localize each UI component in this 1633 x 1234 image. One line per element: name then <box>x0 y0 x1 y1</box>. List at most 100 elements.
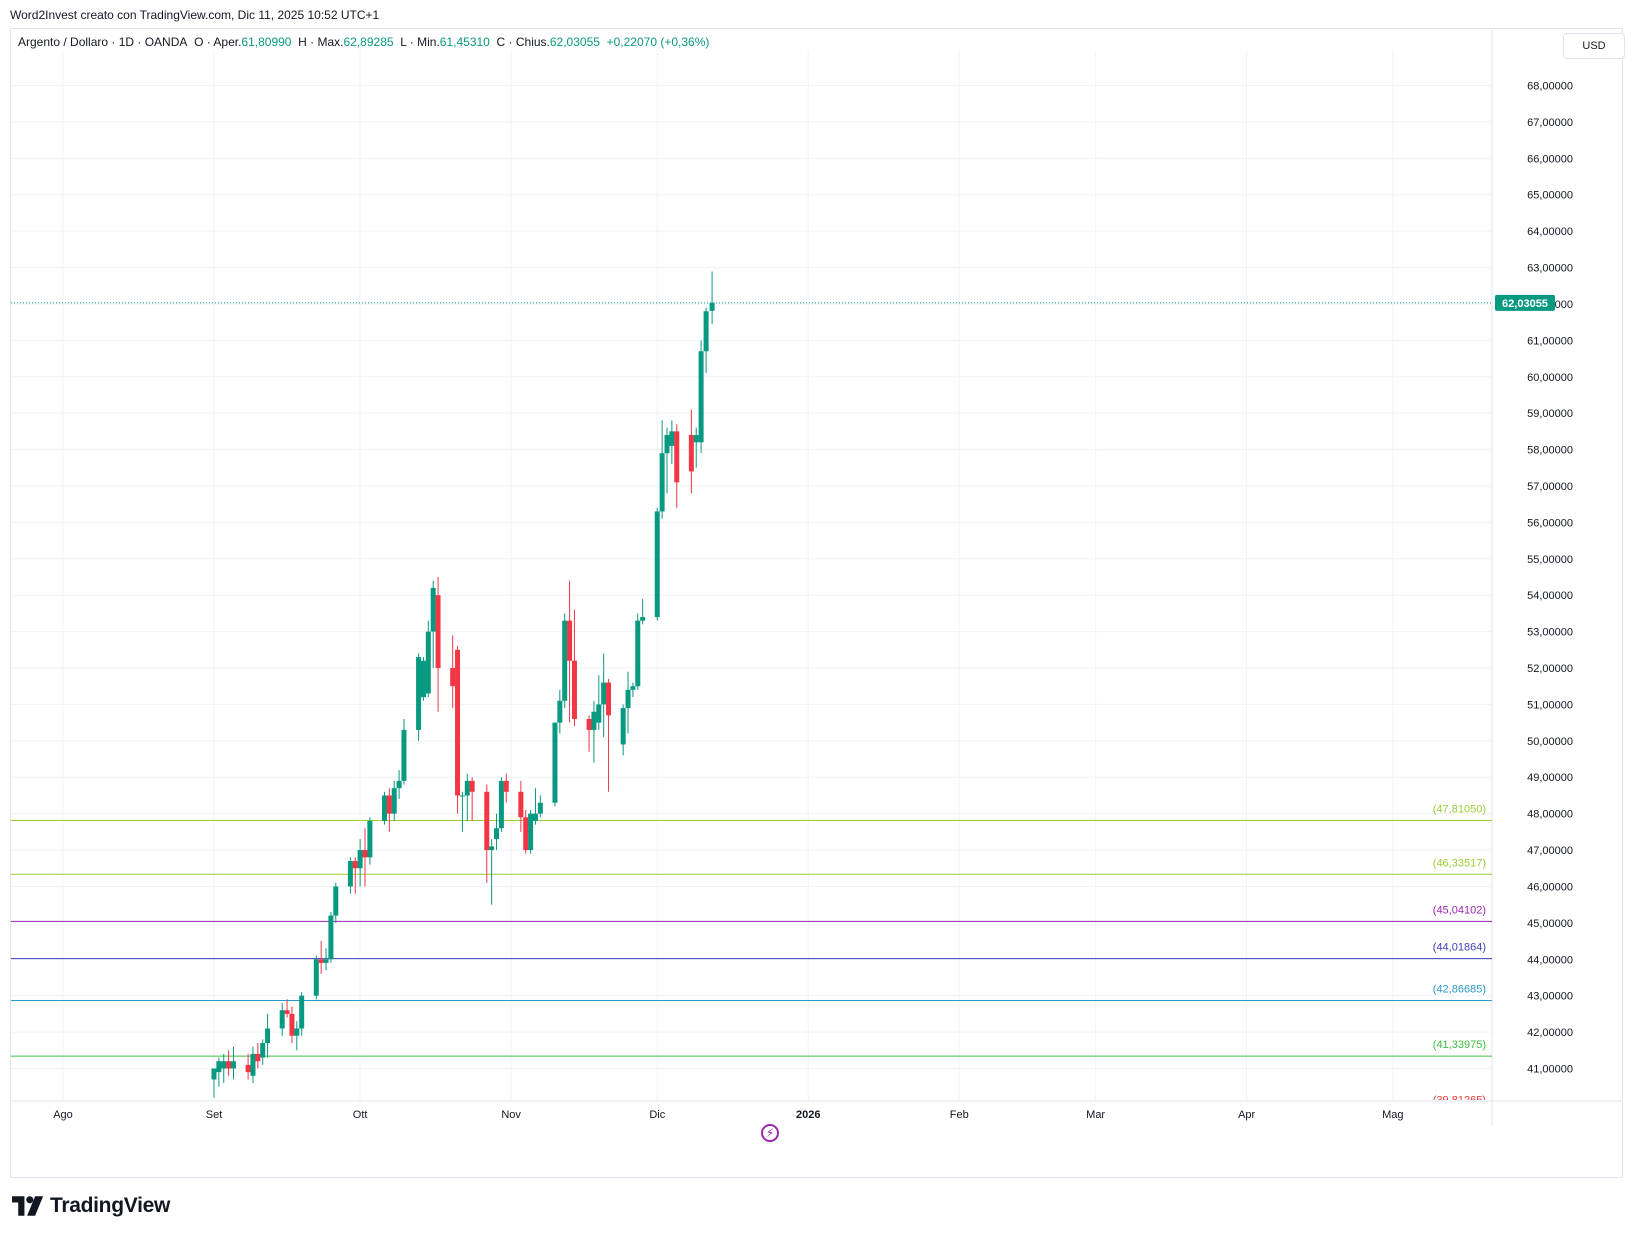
open-label: O · Aper. <box>194 35 242 49</box>
time-tick-label: Nov <box>501 1109 521 1121</box>
candle-body <box>606 682 612 716</box>
time-tick-label: Set <box>206 1109 223 1121</box>
price-axis: 41,00000 42,00000 43,00000 44,00000 45,00000… <box>1527 81 1573 1076</box>
candle-body <box>640 617 646 621</box>
change-value: +0,22070 (+0,36%) <box>606 35 710 49</box>
price-tick-label: 58,00000 <box>1527 445 1573 457</box>
candle-body <box>698 351 704 443</box>
candle-body <box>265 1028 271 1044</box>
candle-body <box>523 817 529 851</box>
price-tick-label: 44,00000 <box>1527 954 1573 966</box>
candle-body <box>435 595 441 669</box>
low-label: L · Min. <box>400 35 440 49</box>
candle-body <box>362 850 368 858</box>
candle-body <box>596 704 602 723</box>
candle-body <box>552 722 558 803</box>
price-tick-label: 65,00000 <box>1527 190 1573 202</box>
candle-body <box>381 795 387 821</box>
candle-body <box>484 791 490 851</box>
candle-body <box>401 729 407 781</box>
candle-body <box>289 1013 295 1036</box>
candle-body <box>425 631 431 694</box>
price-tick-label: 64,00000 <box>1527 226 1573 238</box>
time-tick-label: Dic <box>649 1109 665 1121</box>
price-tick-label: 42,00000 <box>1527 1027 1573 1039</box>
candle-body <box>459 795 465 797</box>
price-tick-label: 63,00000 <box>1527 263 1573 275</box>
level-label: (44,01864) <box>1433 942 1486 954</box>
candle-body <box>250 1053 256 1076</box>
price-tick-label: 55,00000 <box>1527 554 1573 566</box>
candle-body <box>567 620 573 661</box>
candle-body <box>601 682 607 705</box>
currency-button[interactable]: USD <box>1563 33 1625 59</box>
time-tick-label: 2026 <box>796 1109 820 1121</box>
candle-body <box>299 995 305 1029</box>
candle-body <box>625 689 631 709</box>
candle-body <box>416 657 422 730</box>
candle-body <box>420 660 426 698</box>
candle-body <box>528 813 534 851</box>
price-tick-label: 49,00000 <box>1527 772 1573 784</box>
price-tick-label: 47,00000 <box>1527 845 1573 857</box>
candle-body <box>318 959 324 963</box>
price-tick-label: 60,00000 <box>1527 372 1573 384</box>
candle-body <box>245 1064 251 1073</box>
chart-frame[interactable] <box>10 28 1623 1178</box>
price-tick-label: 45,00000 <box>1527 918 1573 930</box>
level-label: (42,86685) <box>1433 984 1486 996</box>
candle-body <box>455 649 461 796</box>
candle-body <box>333 886 339 916</box>
candle-body <box>469 780 475 792</box>
candle-body <box>532 813 538 821</box>
candle-body <box>669 431 675 446</box>
price-tick-label: 52,00000 <box>1527 663 1573 675</box>
tradingview-logo-text: TradingView <box>50 1194 171 1217</box>
symbol-label[interactable]: Argento / Dollaro · 1D · OANDA <box>18 35 188 49</box>
last-price-badge <box>1495 294 1555 311</box>
candle-body <box>494 828 500 840</box>
candle-body <box>664 435 670 454</box>
price-tick-label: 54,00000 <box>1527 590 1573 602</box>
candle-body <box>674 431 680 483</box>
candle-body <box>654 511 660 618</box>
price-tick-label: 66,00000 <box>1527 153 1573 165</box>
candle-body <box>313 959 319 996</box>
time-tick-label: Mar <box>1086 1109 1105 1121</box>
candle-body <box>571 660 577 719</box>
price-tick-label: 56,00000 <box>1527 517 1573 529</box>
close-value: 62,03055 <box>549 35 600 49</box>
candle-body <box>430 587 436 632</box>
time-tick-label: Apr <box>1238 1109 1255 1121</box>
candle-body <box>659 453 665 512</box>
time-axis: Ago Set Ott Nov Dic 2026 Feb Mar Apr Mag <box>53 1109 1403 1121</box>
level-label: (46,33517) <box>1433 857 1486 869</box>
level-label: (47,81050) <box>1433 804 1486 816</box>
last-price-label: 62,03055 <box>1502 298 1548 310</box>
flash-icon[interactable]: ⚡ <box>761 1124 779 1142</box>
candle-body <box>630 686 636 690</box>
candle-body <box>693 435 699 443</box>
time-tick-label: Ago <box>53 1109 73 1121</box>
level-label: (45,04102) <box>1433 904 1486 916</box>
candle-body <box>503 780 509 792</box>
candle-body <box>260 1043 266 1058</box>
candle-body <box>620 708 626 745</box>
open-value: 61,80990 <box>241 35 292 49</box>
candle-body <box>391 788 397 814</box>
candle-body <box>230 1061 236 1069</box>
candle-body <box>357 850 363 869</box>
price-tick-label: 50,00000 <box>1527 736 1573 748</box>
candle-body <box>703 311 709 352</box>
candles <box>211 271 715 1098</box>
price-tick-label: 41,00000 <box>1527 1064 1573 1076</box>
ohlc-legend: Argento / Dollaro · 1D · OANDA O · Aper.… <box>18 35 709 49</box>
candle-body <box>367 820 373 858</box>
tradingview-mark-icon <box>12 1196 44 1216</box>
price-tick-label: 46,00000 <box>1527 881 1573 893</box>
candle-body <box>226 1061 232 1069</box>
candle-body <box>688 435 694 472</box>
price-tick-label: 57,00000 <box>1527 481 1573 493</box>
candle-body <box>635 620 641 687</box>
